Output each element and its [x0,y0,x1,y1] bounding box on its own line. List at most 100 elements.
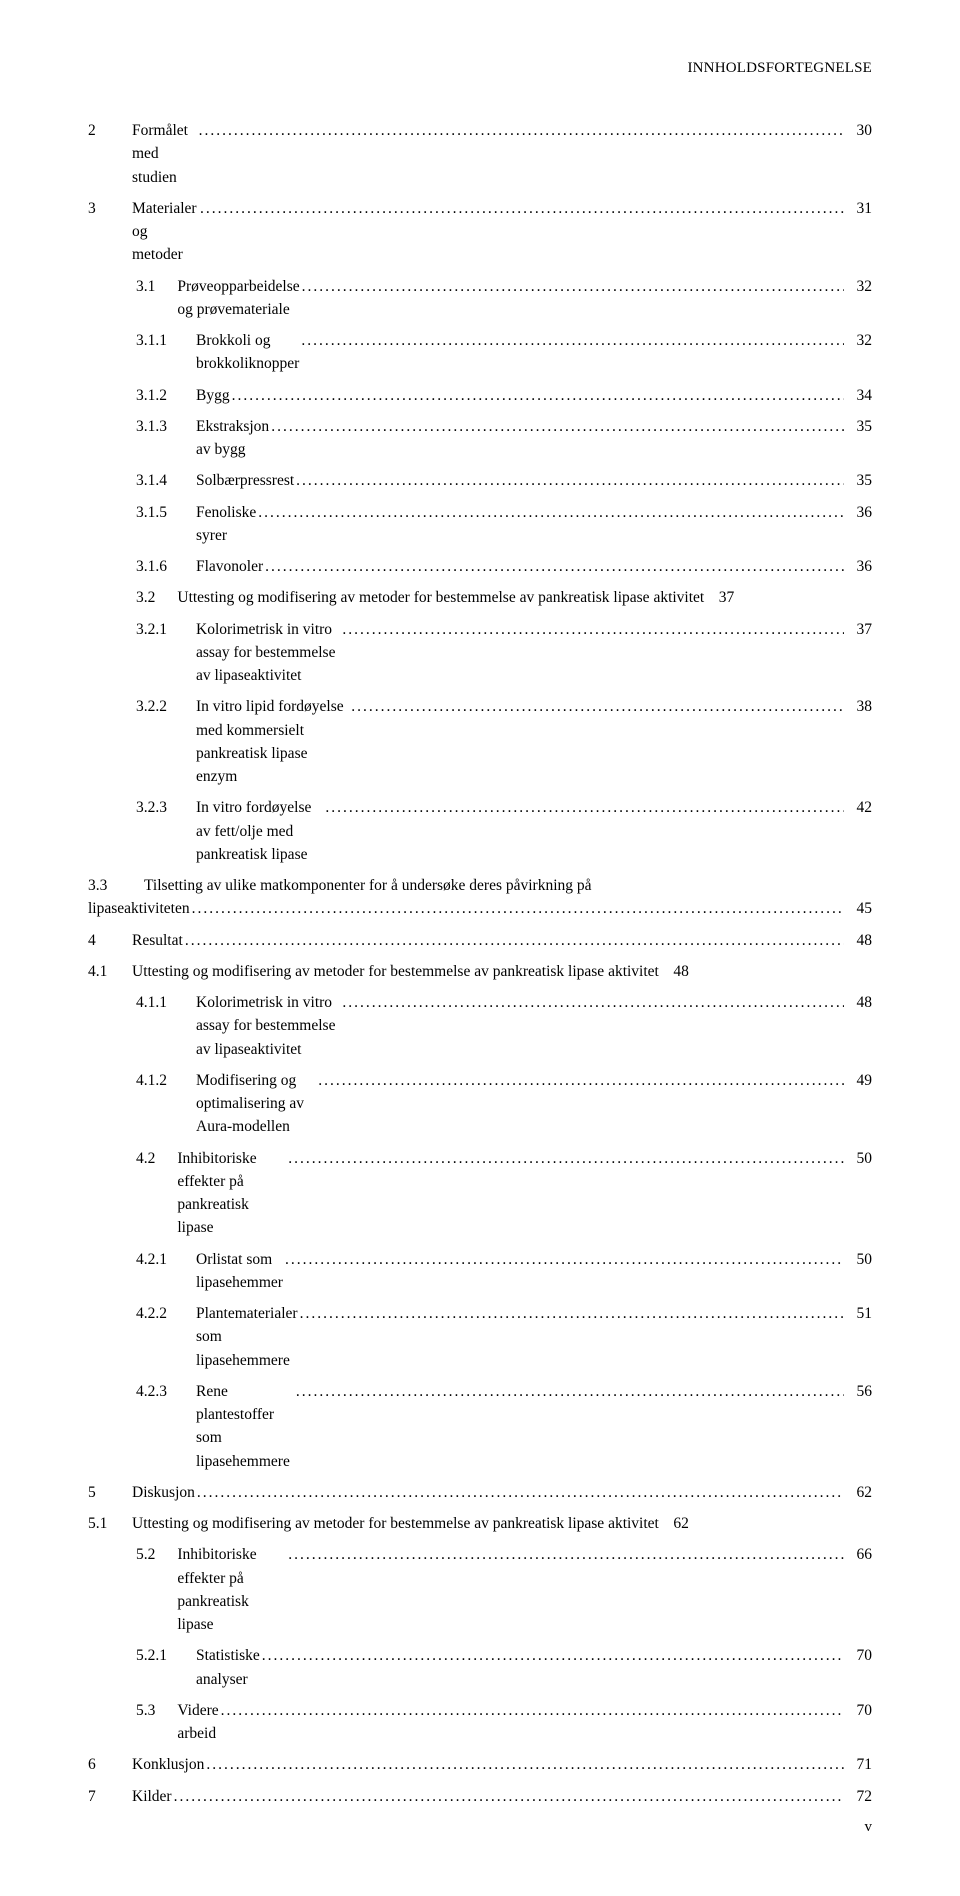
toc-entry-title: Orlistat som lipasehemmer [196,1248,285,1295]
toc-entry-page: 30 [844,119,872,142]
toc-entry-page: 71 [844,1753,872,1776]
toc-entry-title: Brokkoli og brokkoliknopper [196,329,301,376]
toc-leader [271,415,844,438]
toc-entry-title: Bygg [196,384,232,407]
toc-entry: 4.1.2Modifisering og optimalisering av A… [88,1069,872,1139]
toc-entry-title: Kolorimetrisk in vitro assay for bestemm… [196,991,342,1061]
toc-entry-page: 72 [844,1785,872,1808]
toc-leader [342,618,844,641]
toc-entry-number: 2 [88,119,132,142]
toc-leader [265,555,844,578]
toc-leader [185,929,844,952]
toc-entry-number: 3.1.4 [136,469,196,492]
toc-leader [258,501,844,524]
toc-entry-number: 3 [88,197,132,220]
toc-entry-number: 3.1.6 [136,555,196,578]
page: INNHOLDSFORTEGNELSE 2Formålet med studie… [0,0,960,1896]
toc-entry-page: 62 [663,1512,689,1535]
toc-leader [199,119,844,142]
toc-entry-title: Videre arbeid [177,1699,220,1746]
toc-entry-title: Prøveopparbeidelse og prøvemateriale [177,275,301,322]
toc-entry-page: 50 [844,1248,872,1271]
toc-entry: 3.2.2In vitro lipid fordøyelse med komme… [88,695,872,788]
toc-entry: 2Formålet med studien 30 [88,119,872,189]
toc-leader [262,1644,844,1667]
toc-entry: 4.1.1Kolorimetrisk in vitro assay for be… [88,991,872,1061]
running-header: INNHOLDSFORTEGNELSE [88,60,872,77]
toc-entry-number: 6 [88,1753,132,1776]
toc-entry: 3.2.1Kolorimetrisk in vitro assay for be… [88,618,872,688]
toc-leader [206,1753,844,1776]
toc-entry-number: 5.1 [88,1512,132,1535]
toc-entry-page: 49 [844,1069,872,1092]
toc-leader [325,796,844,819]
page-number-footer: v [865,1819,873,1836]
toc-entry-number: 7 [88,1785,132,1808]
toc-entry: 4Resultat48 [88,929,872,952]
toc-leader [221,1699,844,1722]
toc-entry-number: 4.1.2 [136,1069,196,1092]
toc-entry-title: Diskusjon [132,1481,197,1504]
toc-entry: 5.1Uttesting og modifisering av metoder … [88,1512,872,1535]
toc-entry: 5.2Inhibitoriske effekter på pankreatisk… [88,1543,872,1636]
toc-entry-number: 3.3 [88,874,144,897]
toc-entry-title: Ekstraksjon av bygg [196,415,271,462]
toc-entry-title: Uttesting og modifisering av metoder for… [132,960,661,983]
toc-entry-line2: lipaseaktiviteten45 [88,897,872,920]
toc-entry-number: 4.2.2 [136,1302,196,1325]
toc-entry: 4.2.2Plantematerialer som lipasehemmere5… [88,1302,872,1372]
toc-entry-number: 3.1.5 [136,501,196,524]
toc-entry: 4.2.3Rene plantestoffer som lipasehemmer… [88,1380,872,1473]
toc-entry-title: Inhibitoriske effekter på pankreatisk li… [177,1147,288,1240]
toc-leader [302,275,844,298]
toc-entry-title: Tilsetting av ulike matkomponenter for å… [144,877,592,894]
table-of-contents: 2Formålet med studien 30 3Materialer og me… [88,119,872,1808]
toc-entry-page: 70 [844,1699,872,1722]
toc-entry-page: 36 [844,501,872,524]
toc-entry-page: 37 [844,618,872,641]
toc-entry-number: 3.1.2 [136,384,196,407]
toc-entry-number: 5.2.1 [136,1644,196,1667]
toc-entry-title: In vitro fordøyelse av fett/olje med pan… [196,796,325,866]
toc-entry-title: Materialer og metoder [132,197,200,267]
toc-entry-title: Statistiske analyser [196,1644,262,1691]
toc-entry-title-cont: lipaseaktiviteten [88,897,192,920]
toc-entry-page: 48 [844,991,872,1014]
toc-entry-title: Konklusjon [132,1753,206,1776]
toc-entry-number: 4.2.1 [136,1248,196,1271]
toc-entry: 5Diskusjon 62 [88,1481,872,1504]
toc-leader [232,384,844,407]
toc-entry: 3.1.2Bygg34 [88,384,872,407]
toc-entry-page: 70 [844,1644,872,1667]
toc-entry-number: 3.2.2 [136,695,196,718]
toc-entry-number: 4.1.1 [136,991,196,1014]
toc-leader [200,197,844,220]
toc-leader [192,897,844,920]
toc-entry-title: Resultat [132,929,185,952]
toc-entry-number: 3.1 [136,275,177,298]
toc-entry-title: Inhibitoriske effekter på pankreatisk li… [177,1543,288,1636]
toc-leader [288,1147,844,1170]
toc-leader [288,1543,844,1566]
toc-entry-page: 62 [844,1481,872,1504]
toc-entry-number: 3.2.3 [136,796,196,819]
toc-entry-page: 48 [663,960,689,983]
toc-entry: 5.3Videre arbeid70 [88,1699,872,1746]
toc-entry-title: Fenoliske syrer [196,501,258,548]
toc-entry: 3Materialer og metoder31 [88,197,872,267]
toc-leader [296,1380,844,1403]
toc-entry: 6Konklusjon 71 [88,1753,872,1776]
toc-leader [285,1248,844,1271]
toc-entry-number: 5.2 [136,1543,177,1566]
toc-entry: 4.2.1Orlistat som lipasehemmer 50 [88,1248,872,1295]
toc-entry-page: 32 [844,329,872,352]
toc-entry-page: 37 [708,586,734,609]
toc-leader [197,1481,844,1504]
toc-entry-title: Modifisering og optimalisering av Aura-m… [196,1069,318,1139]
toc-entry-number: 3.2.1 [136,618,196,641]
toc-entry-number: 3.1.3 [136,415,196,438]
toc-entry-title: Plantematerialer som lipasehemmere [196,1302,300,1372]
toc-entry-title: Formålet med studien [132,119,199,189]
toc-entry-page: 42 [844,796,872,819]
toc-entry-number: 5 [88,1481,132,1504]
